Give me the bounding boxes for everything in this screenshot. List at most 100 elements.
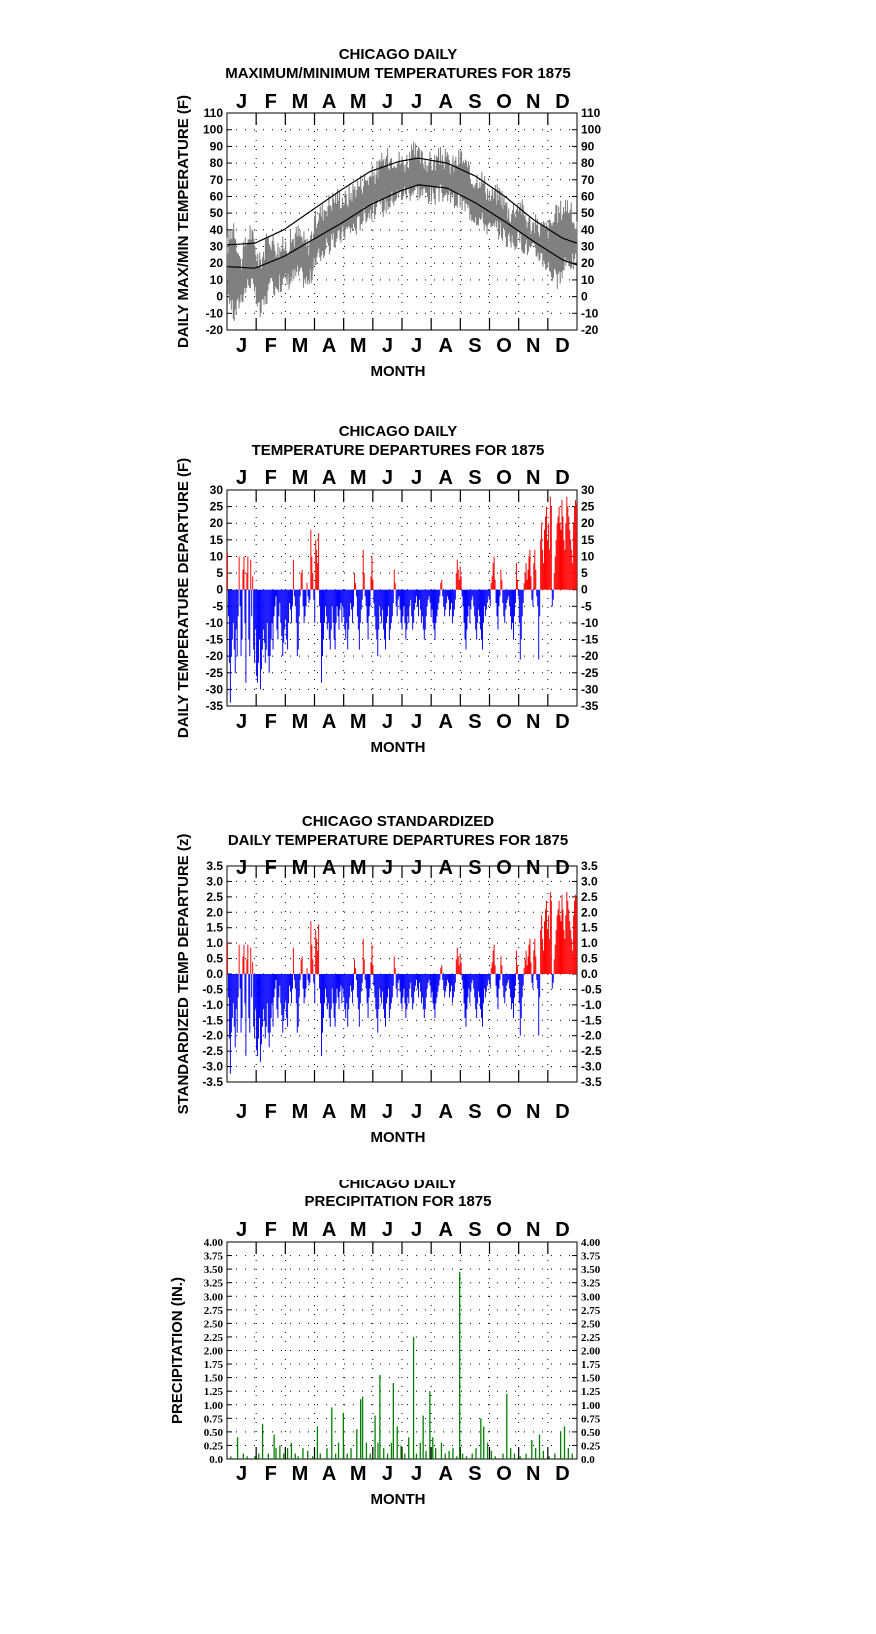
y-tick-label-right: 60: [581, 189, 595, 203]
bar: [532, 589, 534, 607]
bar: [475, 589, 477, 630]
bar: [398, 589, 400, 597]
bar: [261, 589, 263, 650]
bar: [451, 974, 453, 1004]
bar: [473, 974, 475, 989]
y-tick-label-left: 2.25: [204, 1332, 224, 1344]
month-label-bottom: F: [265, 335, 277, 357]
bar: [485, 589, 487, 610]
month-label-top: S: [468, 1219, 481, 1241]
month-label-bottom: S: [468, 711, 481, 733]
bar: [450, 974, 452, 986]
bar: [287, 974, 289, 1027]
bar: [572, 950, 574, 974]
bar: [363, 959, 365, 974]
bar: [494, 965, 496, 974]
y-tick-label-left: -10: [206, 616, 224, 630]
bar: [418, 589, 420, 600]
bar: [479, 974, 481, 998]
bar: [545, 516, 546, 590]
bar: [298, 589, 300, 617]
bar: [489, 974, 491, 989]
bar: [488, 974, 490, 983]
y-tick-label-right: 0.50: [581, 1427, 601, 1439]
y-tick-label-right: 0.0: [581, 967, 598, 981]
bar: [378, 589, 380, 630]
bar: [426, 974, 428, 989]
bar: [541, 915, 543, 974]
month-label-bottom: O: [496, 1101, 512, 1123]
bar: [323, 589, 325, 623]
bar: [411, 589, 413, 617]
bar: [481, 589, 483, 650]
bar: [263, 589, 265, 643]
bar: [449, 974, 451, 992]
bar: [333, 974, 335, 1018]
bar: [428, 589, 430, 597]
y-tick-label-right: 50: [581, 206, 595, 220]
bar: [227, 589, 229, 617]
bar: [299, 974, 301, 980]
bar: [443, 974, 445, 989]
bar: [392, 589, 394, 603]
bar: [432, 589, 434, 623]
bar: [399, 974, 401, 992]
bar: [325, 974, 327, 998]
bar: [470, 974, 472, 992]
bar: [303, 974, 305, 1004]
bar: [290, 974, 292, 1004]
bar: [416, 589, 418, 597]
bar: [376, 589, 378, 640]
bar: [347, 589, 349, 650]
bar: [515, 563, 517, 590]
bar: [246, 573, 248, 590]
bar: [362, 938, 364, 974]
bar: [257, 589, 259, 683]
bar: [441, 579, 443, 590]
month-label-bottom: D: [555, 1463, 569, 1485]
bar: [420, 589, 422, 623]
bar: [380, 589, 382, 617]
month-label-bottom: S: [468, 1101, 481, 1123]
bar: [353, 974, 355, 989]
bar: [547, 915, 549, 974]
bar: [513, 589, 514, 640]
y-tick-label-left: 1.0: [206, 936, 223, 950]
bar: [290, 589, 292, 623]
bar: [332, 589, 334, 623]
bar: [417, 589, 419, 617]
bar: [296, 974, 298, 1033]
bar: [559, 915, 561, 974]
bar: [338, 589, 340, 630]
y-tick-label-left: 2.0: [206, 905, 223, 919]
bar: [243, 556, 245, 590]
y-tick-label-right: 5: [581, 566, 588, 580]
y-tick-label-left: -2.5: [202, 1044, 223, 1058]
bar: [508, 589, 510, 597]
bar: [576, 897, 577, 974]
bar: [377, 974, 379, 1033]
bar: [529, 549, 531, 590]
bar: [254, 589, 256, 663]
bar: [393, 569, 395, 590]
chart-subtitle: MAXIMUM/MINIMUM TEMPERATURES FOR 1875: [225, 65, 571, 82]
month-label-bottom: A: [322, 1463, 336, 1485]
bar: [300, 573, 302, 590]
precip-chart: CHICAGO DAILY PRECIPITATION FOR 1875 J J F F M…: [0, 1180, 876, 1570]
bar: [317, 563, 319, 590]
bar: [362, 549, 364, 590]
bar: [455, 573, 457, 590]
y-tick-label-left: 10: [210, 549, 224, 563]
bar: [246, 959, 248, 974]
bar: [395, 589, 397, 607]
bar: [478, 974, 480, 992]
y-tick-label-right: 1.25: [581, 1386, 601, 1398]
bar: [490, 968, 492, 974]
bar: [233, 974, 235, 1027]
bar: [312, 573, 314, 590]
month-label-top: A: [322, 91, 336, 113]
bar: [419, 589, 421, 610]
bar: [305, 974, 307, 989]
bar: [292, 947, 294, 974]
y-tick-label-left: 30: [210, 240, 224, 254]
